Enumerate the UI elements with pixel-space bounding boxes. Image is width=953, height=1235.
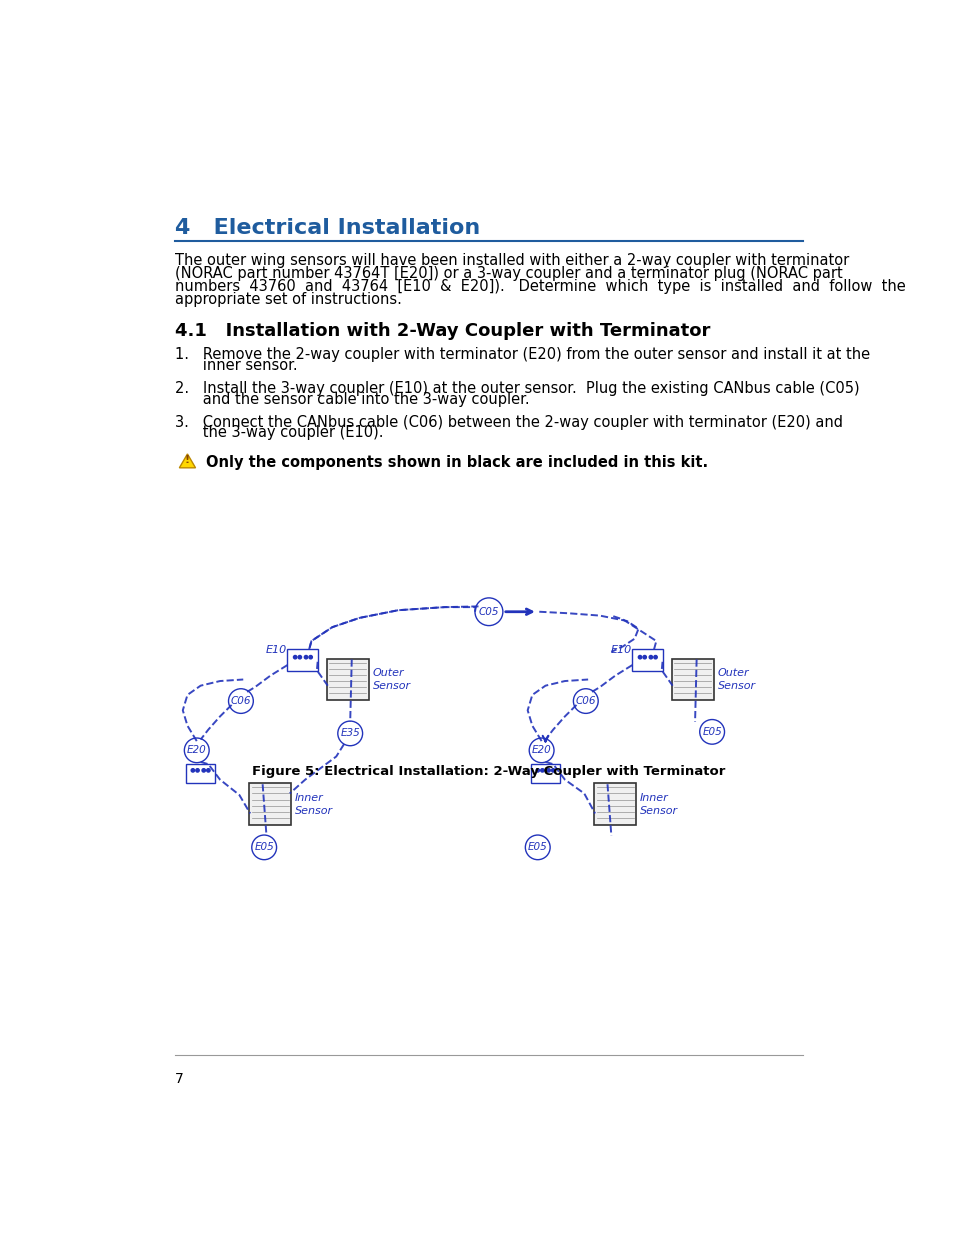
FancyBboxPatch shape bbox=[530, 764, 559, 783]
Text: The outer wing sensors will have been installed with either a 2-way coupler with: The outer wing sensors will have been in… bbox=[174, 253, 848, 268]
FancyBboxPatch shape bbox=[594, 783, 636, 825]
Text: E05: E05 bbox=[254, 842, 274, 852]
Text: 7: 7 bbox=[174, 1072, 184, 1087]
Text: (NORAC part number 43764T [E20]) or a 3-way coupler and a terminator plug (NORAC: (NORAC part number 43764T [E20]) or a 3-… bbox=[174, 266, 841, 282]
Circle shape bbox=[304, 656, 308, 658]
Text: 3.   Connect the CANbus cable (C06) between the 2-way coupler with terminator (E: 3. Connect the CANbus cable (C06) betwee… bbox=[174, 415, 842, 430]
Circle shape bbox=[202, 768, 205, 772]
FancyBboxPatch shape bbox=[287, 650, 318, 671]
Text: Only the components shown in black are included in this kit.: Only the components shown in black are i… bbox=[206, 454, 707, 469]
Text: 2.   Install the 3-way coupler (E10) at the outer sensor.  Plug the existing CAN: 2. Install the 3-way coupler (E10) at th… bbox=[174, 380, 859, 395]
Circle shape bbox=[653, 656, 657, 658]
Text: and the sensor cable into the 3-way coupler.: and the sensor cable into the 3-way coup… bbox=[174, 391, 529, 406]
FancyBboxPatch shape bbox=[327, 658, 369, 700]
Circle shape bbox=[546, 768, 550, 772]
Text: the 3-way coupler (E10).: the 3-way coupler (E10). bbox=[174, 425, 383, 441]
Circle shape bbox=[309, 656, 312, 658]
Text: inner sensor.: inner sensor. bbox=[174, 358, 297, 373]
Text: E20: E20 bbox=[187, 746, 207, 756]
Text: E05: E05 bbox=[527, 842, 547, 852]
Text: E10: E10 bbox=[611, 645, 632, 655]
FancyBboxPatch shape bbox=[186, 764, 215, 783]
Text: 4   Electrical Installation: 4 Electrical Installation bbox=[174, 217, 479, 237]
FancyBboxPatch shape bbox=[671, 658, 713, 700]
Circle shape bbox=[536, 768, 538, 772]
Text: numbers  43760  and  43764  [E10  &  E20]).   Determine  which  type  is  instal: numbers 43760 and 43764 [E10 & E20]). De… bbox=[174, 279, 904, 294]
Circle shape bbox=[191, 768, 194, 772]
Circle shape bbox=[294, 656, 296, 658]
Text: E05: E05 bbox=[701, 727, 721, 737]
Text: C05: C05 bbox=[478, 606, 498, 616]
Text: 4.1   Installation with 2-Way Coupler with Terminator: 4.1 Installation with 2-Way Coupler with… bbox=[174, 322, 710, 340]
Text: appropriate set of instructions.: appropriate set of instructions. bbox=[174, 293, 401, 308]
Circle shape bbox=[551, 768, 555, 772]
Text: Figure 5: Electrical Installation: 2-Way Coupler with Terminator: Figure 5: Electrical Installation: 2-Way… bbox=[252, 764, 725, 778]
Circle shape bbox=[195, 768, 199, 772]
Circle shape bbox=[638, 656, 641, 658]
Text: Inner
Sensor: Inner Sensor bbox=[294, 793, 333, 816]
Text: 1.   Remove the 2-way coupler with terminator (E20) from the outer sensor and in: 1. Remove the 2-way coupler with termina… bbox=[174, 347, 869, 362]
Circle shape bbox=[648, 656, 652, 658]
Text: C06: C06 bbox=[575, 697, 596, 706]
Text: E20: E20 bbox=[531, 746, 551, 756]
Text: E35: E35 bbox=[340, 729, 359, 739]
Text: C06: C06 bbox=[231, 697, 251, 706]
Circle shape bbox=[297, 656, 301, 658]
Text: Inner
Sensor: Inner Sensor bbox=[639, 793, 678, 816]
Circle shape bbox=[540, 768, 543, 772]
Text: Outer
Sensor: Outer Sensor bbox=[717, 668, 755, 692]
FancyBboxPatch shape bbox=[632, 650, 662, 671]
Text: !: ! bbox=[185, 454, 190, 466]
Text: Outer
Sensor: Outer Sensor bbox=[373, 668, 411, 692]
Polygon shape bbox=[179, 454, 195, 468]
FancyBboxPatch shape bbox=[249, 783, 291, 825]
Circle shape bbox=[207, 768, 210, 772]
Circle shape bbox=[642, 656, 646, 658]
Text: E10: E10 bbox=[266, 645, 287, 655]
